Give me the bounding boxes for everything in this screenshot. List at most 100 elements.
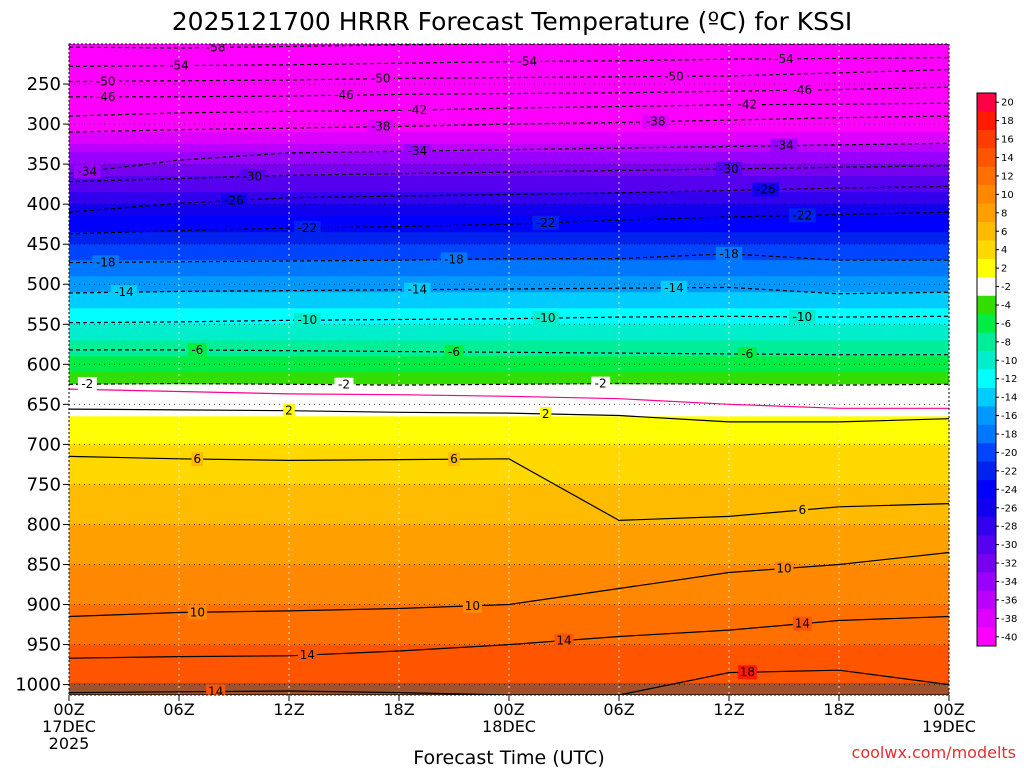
temperature-band [69,596,949,602]
contour-label-bg [448,452,460,467]
temperature-band [69,316,949,321]
contour-label: -50 [664,69,684,83]
temperature-band [69,304,949,309]
contour-label-bg [660,280,688,295]
colorbar-swatch [977,553,996,573]
colorbar-label: -32 [1001,559,1017,570]
temperature-band [69,452,949,457]
colorbar-swatch [977,590,996,610]
contour-line [69,551,949,618]
temperature-band [69,416,949,421]
temperature-band [69,584,949,590]
colorbar-label: 14 [1001,153,1014,164]
colorbar-swatch [977,277,996,297]
y-tick-label: 300 [27,114,61,135]
temperature-band [69,364,949,369]
colorbar-label: -14 [1001,393,1017,404]
contour-label: -54 [774,52,794,66]
temperature-band [69,260,949,265]
colorbar-swatch [977,369,996,389]
temperature-band [69,524,949,530]
contour-label: 14 [300,648,315,662]
contour-label: -42 [738,98,758,112]
temperature-band [69,256,949,261]
colorbar-label: 8 [1001,208,1007,219]
colorbar-label: -12 [1001,374,1017,385]
contour-label: 18 [740,665,755,679]
contour-label: -22 [536,216,556,230]
colorbar-swatch [977,424,996,444]
y-tick-label: 600 [27,354,61,375]
contour-label-bg [591,376,611,391]
credit-link[interactable]: coolwx.com/modelts [852,743,1016,762]
temperature-band [69,344,949,349]
temperature-band [69,352,949,357]
contour-label-bg [404,103,431,118]
contour-label-bg [404,282,431,297]
temperature-band [69,436,949,441]
temperature-band [69,620,949,626]
colorbar-swatch [977,332,996,352]
contour-label: -30 [719,162,739,176]
temperature-band [69,136,949,141]
contour-label-bg [440,252,468,267]
temperature-band [69,140,949,145]
temperature-band [69,572,949,578]
temperature-band [69,664,949,670]
x-axis-title: Forecast Time (UTC) [413,747,604,768]
contour-label-bg [642,114,669,129]
temperature-band [69,76,949,81]
colorbar-swatch [977,480,996,499]
contour-label: 14 [795,617,810,631]
temperature-band [69,100,949,105]
contour-label-bg [206,684,226,695]
temperature-band [69,244,949,249]
colorbar-label: -16 [1001,411,1017,422]
temperature-band [69,632,949,638]
y-tick-label: 700 [27,434,61,455]
colorbar-swatch [977,148,996,168]
temperature-band [69,56,949,61]
contour-label-bg [92,74,119,89]
contour-label-bg [202,44,229,55]
colorbar-swatch [977,166,996,186]
temperature-band [69,508,949,514]
temperature-band [69,448,949,453]
contour-label: -18 [96,255,116,269]
contour-label-bg [74,164,101,179]
temperature-band [69,320,949,325]
contour-label: -14 [408,283,428,297]
contour-label-bg [239,169,266,184]
contour-label: 10 [776,561,791,575]
contour-label-bg [514,54,541,69]
y-tick-label: 500 [27,274,61,295]
temperature-band [69,64,949,69]
contour-label-bg [334,377,354,392]
contour-line [69,185,949,213]
contour-label: -38 [371,120,391,134]
temperature-band [69,628,949,634]
colorbar-swatch [977,314,996,334]
x-tick-label: 18Z [383,700,414,719]
contour-label-bg [774,561,794,576]
temperature-band [69,532,949,538]
contour-label-bg [737,665,757,680]
temperature-band [69,340,949,345]
colorbar-swatch [977,351,996,370]
temperature-band [69,68,949,73]
y-tick-label: 750 [27,474,61,495]
temperature-band [69,220,949,225]
contour-line [69,408,949,423]
temperature-band [69,500,949,506]
temperature-band [69,200,949,205]
temperature-band [69,644,949,650]
colorbar-label: -38 [1001,614,1017,625]
contour-labels: -58 -54 -54 -54 -50 -50 -50 -46 -46 -46 -42 -42 -38 -… [74,44,816,695]
temperature-band [69,176,949,181]
colorbar-label: 16 [1001,135,1014,146]
contour-label: -50 [371,72,391,86]
colorbar-swatch [977,461,996,481]
contour-label-bg [789,309,816,324]
temperature-band [69,292,949,297]
contour-label-bg [792,616,812,631]
